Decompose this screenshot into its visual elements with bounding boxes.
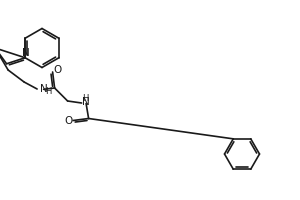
Text: O: O [53, 65, 61, 75]
Text: H: H [46, 87, 52, 96]
Text: H: H [82, 94, 88, 103]
Text: O: O [64, 116, 72, 126]
Text: N: N [82, 97, 90, 107]
Text: N: N [22, 48, 29, 58]
Text: N: N [40, 84, 48, 94]
